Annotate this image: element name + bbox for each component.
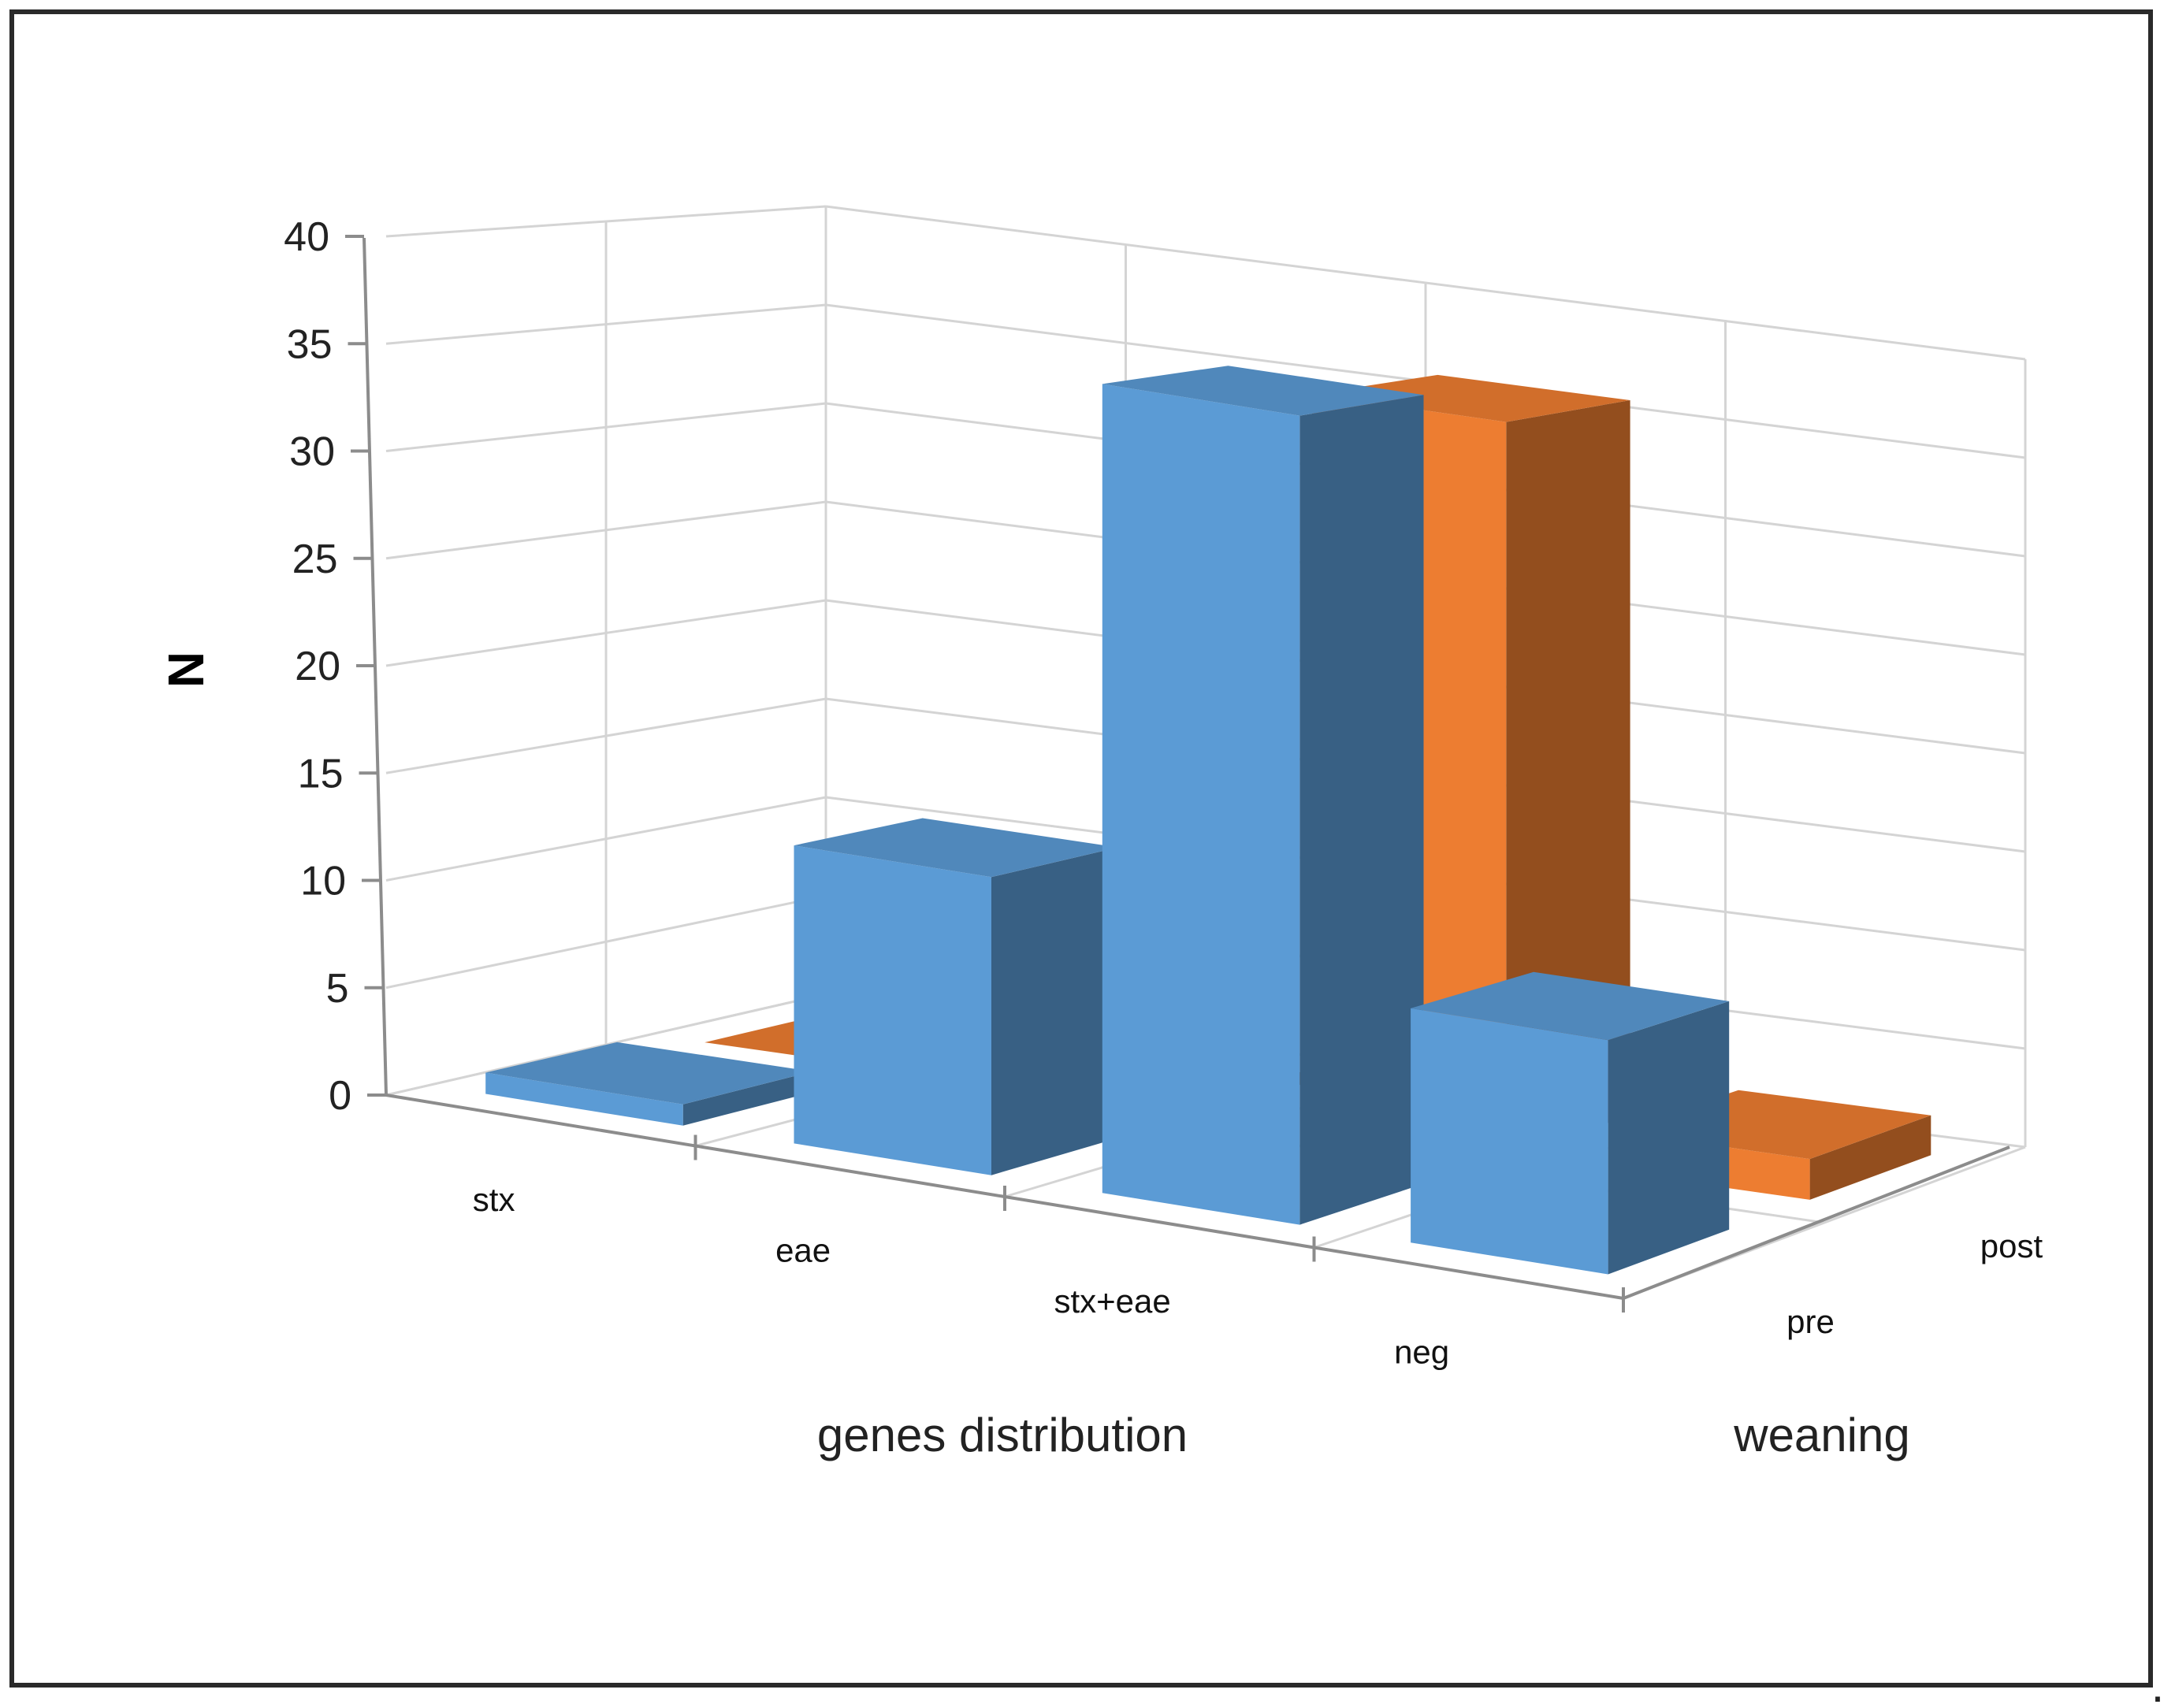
bar-pre-stx+eae <box>1102 366 1424 1225</box>
x-tick-label: stx <box>473 1181 515 1218</box>
y-tick-label: 40 <box>284 214 329 260</box>
y-tick-label: 10 <box>300 859 346 904</box>
bar-top-face <box>1311 374 1630 422</box>
y-tick-label: 25 <box>292 537 338 582</box>
x-tick-label: stx+eae <box>1054 1283 1170 1320</box>
bar-top-face <box>1102 366 1424 416</box>
bar-side-face <box>1506 400 1630 1157</box>
series-pre-bars <box>485 366 1730 1275</box>
depth-tick-label: post <box>1980 1227 2043 1264</box>
y-tick-label: 35 <box>287 321 333 367</box>
labels: 0 5 10 15 20 25 30 35 40 stx eae stx+eae neg pre post <box>284 214 2043 1371</box>
y-tick-label: 30 <box>289 429 335 475</box>
bar-top-face <box>794 818 1118 878</box>
bar-side-face <box>991 847 1118 1175</box>
bar-front-face <box>794 845 991 1175</box>
y-tick-label: 0 <box>329 1073 351 1119</box>
y-tick-label: 5 <box>326 966 349 1012</box>
bar-side-face <box>1809 1115 1931 1200</box>
bar-side-face <box>682 1071 813 1126</box>
bar-front-face <box>1102 384 1300 1225</box>
bar-top-face <box>1411 971 1730 1041</box>
bar-pre-neg <box>1411 971 1730 1275</box>
depth-axis-line <box>1623 1145 2010 1300</box>
x-tick-label: neg <box>1394 1334 1449 1371</box>
depth-tick-label: pre <box>1786 1303 1835 1340</box>
bar-pre-stx <box>485 1042 813 1126</box>
bar-side-face <box>1608 1001 1730 1275</box>
y-tick-label: 20 <box>295 644 340 689</box>
bar-top-face <box>485 1042 813 1105</box>
y-tick-label: 15 <box>298 751 344 796</box>
x-tick-label: eae <box>775 1232 831 1269</box>
bar-front-face <box>485 1072 683 1126</box>
bar-front-face <box>1411 1008 1608 1275</box>
bar-side-face <box>1299 395 1424 1225</box>
bar-pre-eae <box>794 818 1118 1175</box>
axes <box>345 235 2010 1313</box>
